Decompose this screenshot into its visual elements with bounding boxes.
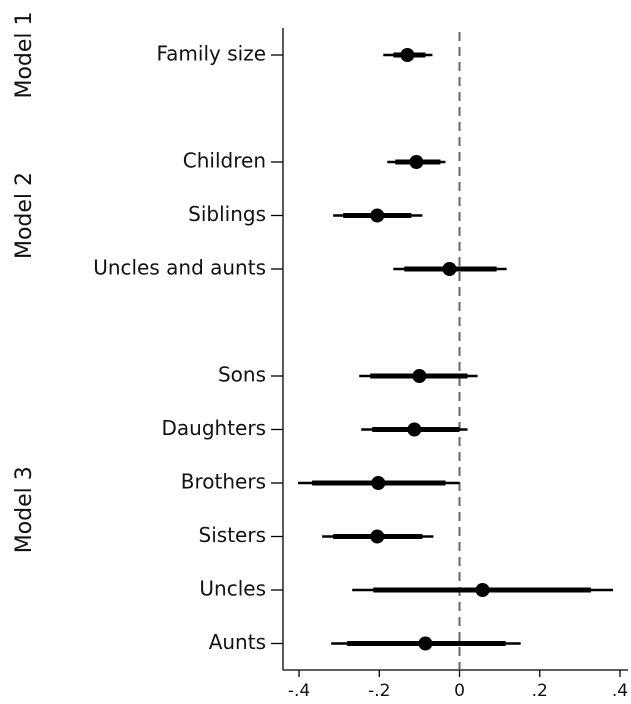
y-tick-label: Daughters	[162, 416, 267, 440]
y-tick-label: Brothers	[181, 470, 266, 494]
group-label: Model 3	[12, 466, 37, 553]
point-estimate	[370, 208, 385, 223]
y-tick-label: Family size	[157, 42, 267, 66]
point-estimate	[371, 476, 386, 490]
x-tick-label: -.4	[288, 681, 310, 701]
point-estimate	[418, 636, 433, 651]
x-tick-label: -.2	[368, 681, 390, 701]
y-tick-label: Sons	[218, 363, 266, 387]
x-tick-label: .2	[532, 681, 548, 701]
y-tick-label: Children	[183, 149, 266, 173]
y-tick-label: Siblings	[188, 202, 266, 226]
y-tick-label: Sisters	[199, 523, 266, 547]
x-tick-label: .4	[612, 681, 628, 701]
x-tick-label: 0	[454, 681, 465, 701]
point-estimate	[407, 422, 422, 437]
point-estimate	[400, 48, 415, 62]
point-estimate	[409, 155, 424, 169]
point-estimate	[442, 262, 457, 276]
group-label: Model 2	[12, 172, 37, 259]
y-tick-label: Uncles	[199, 577, 266, 601]
y-tick-label: Aunts	[209, 630, 266, 654]
y-tick-label: Uncles and aunts	[93, 256, 266, 280]
point-estimate	[412, 369, 427, 383]
point-estimate	[370, 529, 385, 544]
point-estimate	[475, 583, 490, 597]
group-label: Model 1	[12, 11, 37, 98]
